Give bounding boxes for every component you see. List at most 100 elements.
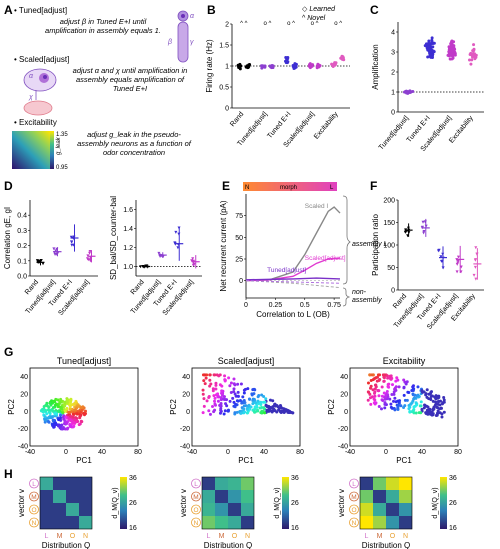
g-point-0-245: [44, 403, 48, 407]
h-rowlabel-1-2: O: [193, 507, 198, 514]
gleak-label: g_leak: [56, 136, 62, 155]
g-point-0-252: [63, 400, 67, 404]
h-cell-2-3-3: [399, 516, 412, 529]
g-point-1-84: [228, 384, 232, 388]
b-point-1-26: [261, 64, 265, 68]
g-point-0-194: [56, 409, 60, 413]
f-point-1-7: [421, 220, 425, 224]
g-point-1-130: [201, 392, 205, 396]
g-point-0-202: [75, 412, 79, 416]
d1-ytick-label-0: 0.0: [17, 274, 27, 281]
g-point-1-148: [226, 409, 230, 413]
g-point-2-67: [438, 403, 442, 407]
h-collabel-2-2: O: [390, 533, 396, 540]
g-point-2-36: [425, 388, 429, 392]
g-point-2-148: [416, 385, 420, 389]
d2-point-1-2: [157, 251, 161, 255]
f-ytick-label-4: 200: [383, 198, 395, 205]
b-point-3-26: [308, 62, 312, 66]
g-point-0-209: [83, 409, 87, 413]
g-point-2-132: [393, 387, 397, 391]
alpha-label: α: [190, 13, 195, 20]
c-point-1-56: [423, 44, 427, 48]
d1-ytick-label-4: 0.4: [17, 213, 27, 220]
f-point-3-3: [456, 255, 460, 259]
b-sig-0: ^ ^: [240, 21, 247, 27]
g-point-0-222: [65, 400, 69, 404]
g-xtick-0-3: 80: [134, 449, 142, 456]
alpha-label-2: α: [29, 73, 34, 80]
c-ytick-label-0: 0: [391, 110, 395, 117]
c-point-2-67: [446, 53, 450, 57]
b-point-4-27: [340, 55, 344, 59]
h-cell-2-1-2: [386, 490, 399, 503]
e-xtick-label-3: 0.75: [327, 302, 341, 309]
g-ytick-2-1: 20: [340, 392, 348, 399]
c-point-1-69: [427, 41, 431, 45]
c-point-3-13: [470, 58, 474, 62]
g-point-1-191: [205, 399, 209, 403]
g-point-0-205: [68, 405, 72, 409]
g-point-1-57: [214, 381, 218, 385]
g-point-1-252: [218, 403, 222, 407]
c-point-1-52: [430, 36, 434, 40]
g-point-1-22: [231, 396, 235, 400]
g-ytick-1-1: 20: [182, 392, 190, 399]
c-ytick-label-2: 2: [391, 70, 395, 77]
bullet-1-desc: adjust β in Tuned E+I until amplificatio…: [45, 17, 161, 35]
h-cblabel-1: d_M(Q_v): [274, 487, 281, 518]
g-point-2-251: [378, 378, 382, 382]
chi-label: χ: [28, 94, 33, 101]
g-point-1-163: [219, 396, 223, 400]
g-point-0-218: [54, 412, 58, 416]
g-point-1-183: [211, 389, 215, 393]
g-point-1-141: [256, 408, 260, 412]
g-point-1-80: [229, 390, 233, 394]
g-point-0-114: [77, 423, 81, 427]
g-point-2-156: [388, 376, 392, 380]
g-point-2-175: [370, 395, 374, 399]
h-cell-1-1-2: [228, 490, 241, 503]
h-collabel-1-0: L: [207, 533, 211, 540]
h-cell-2-3-2: [386, 516, 399, 529]
f-point-1-1: [422, 231, 426, 235]
panel-a: A • Tuned[adjust] adjust β in Tuned E+I …: [4, 3, 195, 171]
morph-bar-left: N: [245, 185, 249, 191]
e-xtick-label-0: 0: [244, 302, 248, 309]
gleak-heatmap-square: [12, 131, 50, 169]
g-point-1-105: [232, 387, 236, 391]
h-collabel-0-1: M: [57, 533, 63, 540]
g-point-1-247: [233, 405, 237, 409]
g-point-0-244: [57, 423, 61, 427]
g-point-2-149: [394, 385, 398, 389]
h-rowmark-1-3: [191, 517, 201, 528]
g-frame-2: [349, 367, 459, 447]
g-point-2-207: [386, 385, 390, 389]
g-point-0-124: [69, 419, 73, 423]
d1-ytick-label-1: 0.1: [17, 258, 27, 265]
g-ytick-0-4: -40: [18, 444, 28, 451]
g-point-0-73: [80, 420, 84, 424]
g-point-2-203: [420, 407, 424, 411]
bullet-3-desc-wrap: adjust g_leak in the pseudo-assembly neu…: [77, 130, 191, 157]
h-rowlabel-2-2: O: [351, 507, 356, 514]
g-ytick-2-2: 0: [344, 409, 348, 416]
e-series-0: [245, 206, 341, 282]
g-point-2-25: [391, 383, 395, 387]
g-point-1-256: [287, 410, 291, 414]
g-point-2-259: [431, 412, 435, 416]
g-point-0-221: [78, 414, 82, 418]
g-point-0-110: [51, 405, 55, 409]
c-point-1-49: [426, 55, 430, 59]
g-point-2-218: [425, 404, 429, 408]
g-point-2-140: [380, 394, 384, 398]
g-point-1-116: [236, 390, 240, 394]
morph-bar: [243, 182, 337, 191]
g-point-0-96: [71, 403, 75, 407]
c-point-3-2: [469, 62, 473, 66]
g-point-2-123: [392, 390, 396, 394]
f-point-3-1: [456, 259, 460, 263]
c-point-1-66: [427, 47, 431, 51]
